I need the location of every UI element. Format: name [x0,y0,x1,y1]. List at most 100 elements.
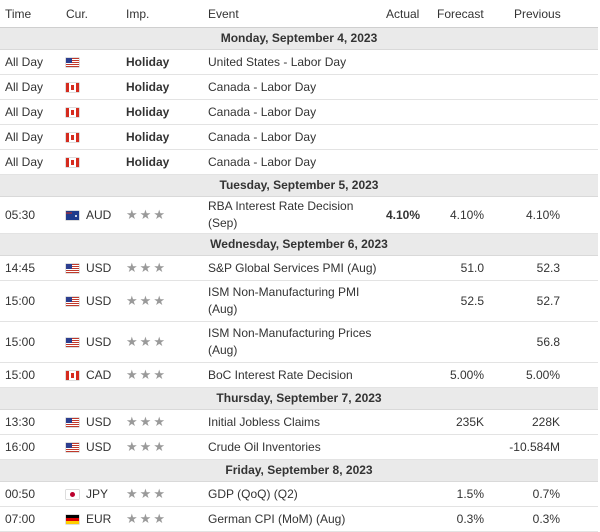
event-time: 15:00 [5,294,36,308]
forecast-value: 235K [455,415,484,429]
header-actual[interactable]: Actual [386,7,420,21]
table-row[interactable]: 15:00 USD ★ ★ ★ ISM Non-Manufacturing Prices … [0,322,598,363]
day-header: Tuesday, September 5, 2023 [0,175,598,197]
header-currency[interactable]: Cur. [66,7,89,21]
table-row[interactable]: All Day Holiday United States - Labor Day [0,50,598,75]
previous-value: 0.7% [532,487,560,501]
event-name[interactable]: S&P Global Services PMI (Aug) [208,260,377,275]
previous-value: 52.7 [536,294,560,308]
actual-value: 4.10% [385,208,420,222]
importance-stars: ★ ★ ★ [126,368,165,381]
star-icon: ★ [139,367,152,382]
flag-graphic [66,371,79,380]
event-name[interactable]: Canada - Labor Day [208,129,317,144]
star-icon: ★ [139,293,152,308]
us-flag-icon [66,338,79,347]
importance-label: Holiday [126,55,170,69]
event-name[interactable]: RBA Interest Rate Decision (Sep) [208,199,354,230]
table-row[interactable]: 00:50 JPY ★ ★ ★ GDP (QoQ) (Q2) 1.5% 0.7% [0,482,598,507]
flag-graphic [66,297,79,306]
currency-code: USD [86,440,112,454]
day-header: Wednesday, September 6, 2023 [0,234,598,256]
event-name[interactable]: United States - Labor Day [208,54,347,69]
event-name[interactable]: Crude Oil Inventories [208,439,321,454]
forecast-value: 0.3% [456,512,484,526]
currency-code: USD [86,261,112,275]
previous-value: 4.10% [525,208,560,222]
star-icon: ★ [126,260,138,275]
event-name[interactable]: German CPI (MoM) (Aug) [208,511,346,526]
table-row[interactable]: All Day Holiday Canada - Labor Day [0,125,598,150]
forecast-value: 52.5 [460,294,484,308]
event-name[interactable]: Canada - Labor Day [208,79,317,94]
star-icon: ★ [126,334,138,349]
table-row[interactable]: 14:45 USD ★ ★ ★ S&P Global Services PMI (Aug)… [0,256,598,281]
importance-label: Holiday [126,130,170,144]
star-icon: ★ [153,207,165,222]
forecast-value: 51.0 [460,261,484,275]
previous-value: 5.00% [525,368,560,382]
header-forecast[interactable]: Forecast [437,7,484,21]
importance-label: Holiday [126,155,170,169]
forecast-value: 5.00% [449,368,484,382]
day-header: Friday, September 8, 2023 [0,460,598,482]
header-event[interactable]: Event [208,7,239,21]
importance-stars: ★ ★ ★ [126,335,165,348]
table-row[interactable]: All Day Holiday Canada - Labor Day [0,100,598,125]
star-icon: ★ [139,414,152,429]
ca-flag-icon [66,371,79,380]
event-name[interactable]: Initial Jobless Claims [208,414,321,429]
table-row[interactable]: All Day Holiday Canada - Labor Day [0,75,598,100]
currency-code: AUD [86,208,112,222]
us-flag-icon [66,58,79,67]
event-name[interactable]: Canada - Labor Day [208,154,317,169]
event-time: All Day [5,55,44,69]
header-previous[interactable]: Previous [514,7,561,21]
event-time: All Day [5,80,44,94]
star-icon: ★ [153,334,165,349]
event-name[interactable]: Canada - Labor Day [208,104,317,119]
table-row[interactable]: 05:30 AUD ★ ★ ★ RBA Interest Rate Decision (S… [0,197,598,234]
table-row[interactable]: 07:00 EUR ★ ★ ★ German CPI (MoM) (Aug) 0.3% 0.3… [0,507,598,532]
importance-stars: ★ ★ ★ [126,208,165,221]
event-time: 05:30 [5,208,36,222]
flag-graphic [66,338,79,347]
previous-value: 0.3% [532,512,560,526]
flag-graphic [66,264,79,273]
event-name[interactable]: ISM Non-Manufacturing PMI (Aug) [208,285,360,316]
importance-stars: ★ ★ ★ [126,512,165,525]
event-name[interactable]: GDP (QoQ) (Q2) [208,486,298,501]
flag-graphic [66,490,79,499]
table-row[interactable]: All Day Holiday Canada - Labor Day [0,150,598,175]
importance-label: Holiday [126,105,170,119]
star-icon: ★ [126,511,138,526]
star-icon: ★ [126,293,138,308]
event-time: 15:00 [5,335,36,349]
table-row[interactable]: 16:00 USD ★ ★ ★ Crude Oil Inventories -10.584M [0,435,598,460]
header-time[interactable]: Time [5,7,32,21]
day-header: Monday, September 4, 2023 [0,28,598,50]
flag-graphic [66,108,79,117]
star-icon: ★ [153,439,165,454]
star-icon: ★ [153,367,165,382]
flag-graphic [66,515,79,524]
ca-flag-icon [66,158,79,167]
ca-flag-icon [66,133,79,142]
table-row[interactable]: 15:00 USD ★ ★ ★ ISM Non-Manufacturing PMI (Au… [0,281,598,322]
jp-flag-icon [66,490,79,499]
table-row[interactable]: 13:30 USD ★ ★ ★ Initial Jobless Claims 235K 228… [0,410,598,435]
currency-code: CAD [86,368,112,382]
header-importance[interactable]: Imp. [126,7,150,21]
star-icon: ★ [153,260,165,275]
star-icon: ★ [126,414,138,429]
star-icon: ★ [153,293,165,308]
flag-graphic [66,133,79,142]
us-flag-icon [66,443,79,452]
flag-graphic [66,418,79,427]
us-flag-icon [66,297,79,306]
event-name[interactable]: ISM Non-Manufacturing Prices (Aug) [208,326,372,357]
event-name[interactable]: BoC Interest Rate Decision [208,367,353,382]
table-row[interactable]: 15:00 CAD ★ ★ ★ BoC Interest Rate Decision 5.0… [0,363,598,388]
currency-code: USD [86,294,112,308]
